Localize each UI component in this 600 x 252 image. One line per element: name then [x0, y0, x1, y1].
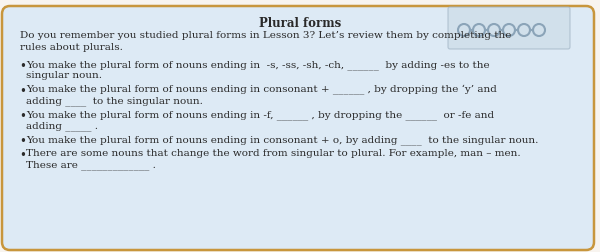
Text: You make the plural form of nouns ending in consonant + ______ , by dropping the: You make the plural form of nouns ending… [26, 85, 497, 95]
Text: •: • [19, 85, 26, 98]
Text: •: • [19, 135, 26, 148]
FancyBboxPatch shape [448, 7, 570, 49]
Text: •: • [19, 148, 26, 162]
Text: •: • [19, 110, 26, 123]
Text: adding ____  to the singular noun.: adding ____ to the singular noun. [26, 97, 203, 106]
Text: Do you remember you studied plural forms in Lesson 3? Let’s review them by compl: Do you remember you studied plural forms… [20, 31, 511, 40]
Text: You make the plural form of nouns ending in  -s, -ss, -sh, -ch, ______  by addin: You make the plural form of nouns ending… [26, 60, 490, 70]
Text: adding _____ .: adding _____ . [26, 121, 98, 131]
Text: There are some nouns that change the word from singular to plural. For example, : There are some nouns that change the wor… [26, 148, 521, 158]
Text: singular noun.: singular noun. [26, 72, 102, 80]
Text: •: • [19, 60, 26, 73]
FancyBboxPatch shape [2, 6, 594, 250]
Text: You make the plural form of nouns ending in consonant + o, by adding ____  to th: You make the plural form of nouns ending… [26, 135, 538, 145]
Text: Plural forms: Plural forms [259, 17, 341, 30]
Text: You make the plural form of nouns ending in -f, ______ , by dropping the ______ : You make the plural form of nouns ending… [26, 110, 494, 120]
Text: rules about plurals.: rules about plurals. [20, 43, 123, 51]
Text: These are _____________ .: These are _____________ . [26, 160, 156, 170]
